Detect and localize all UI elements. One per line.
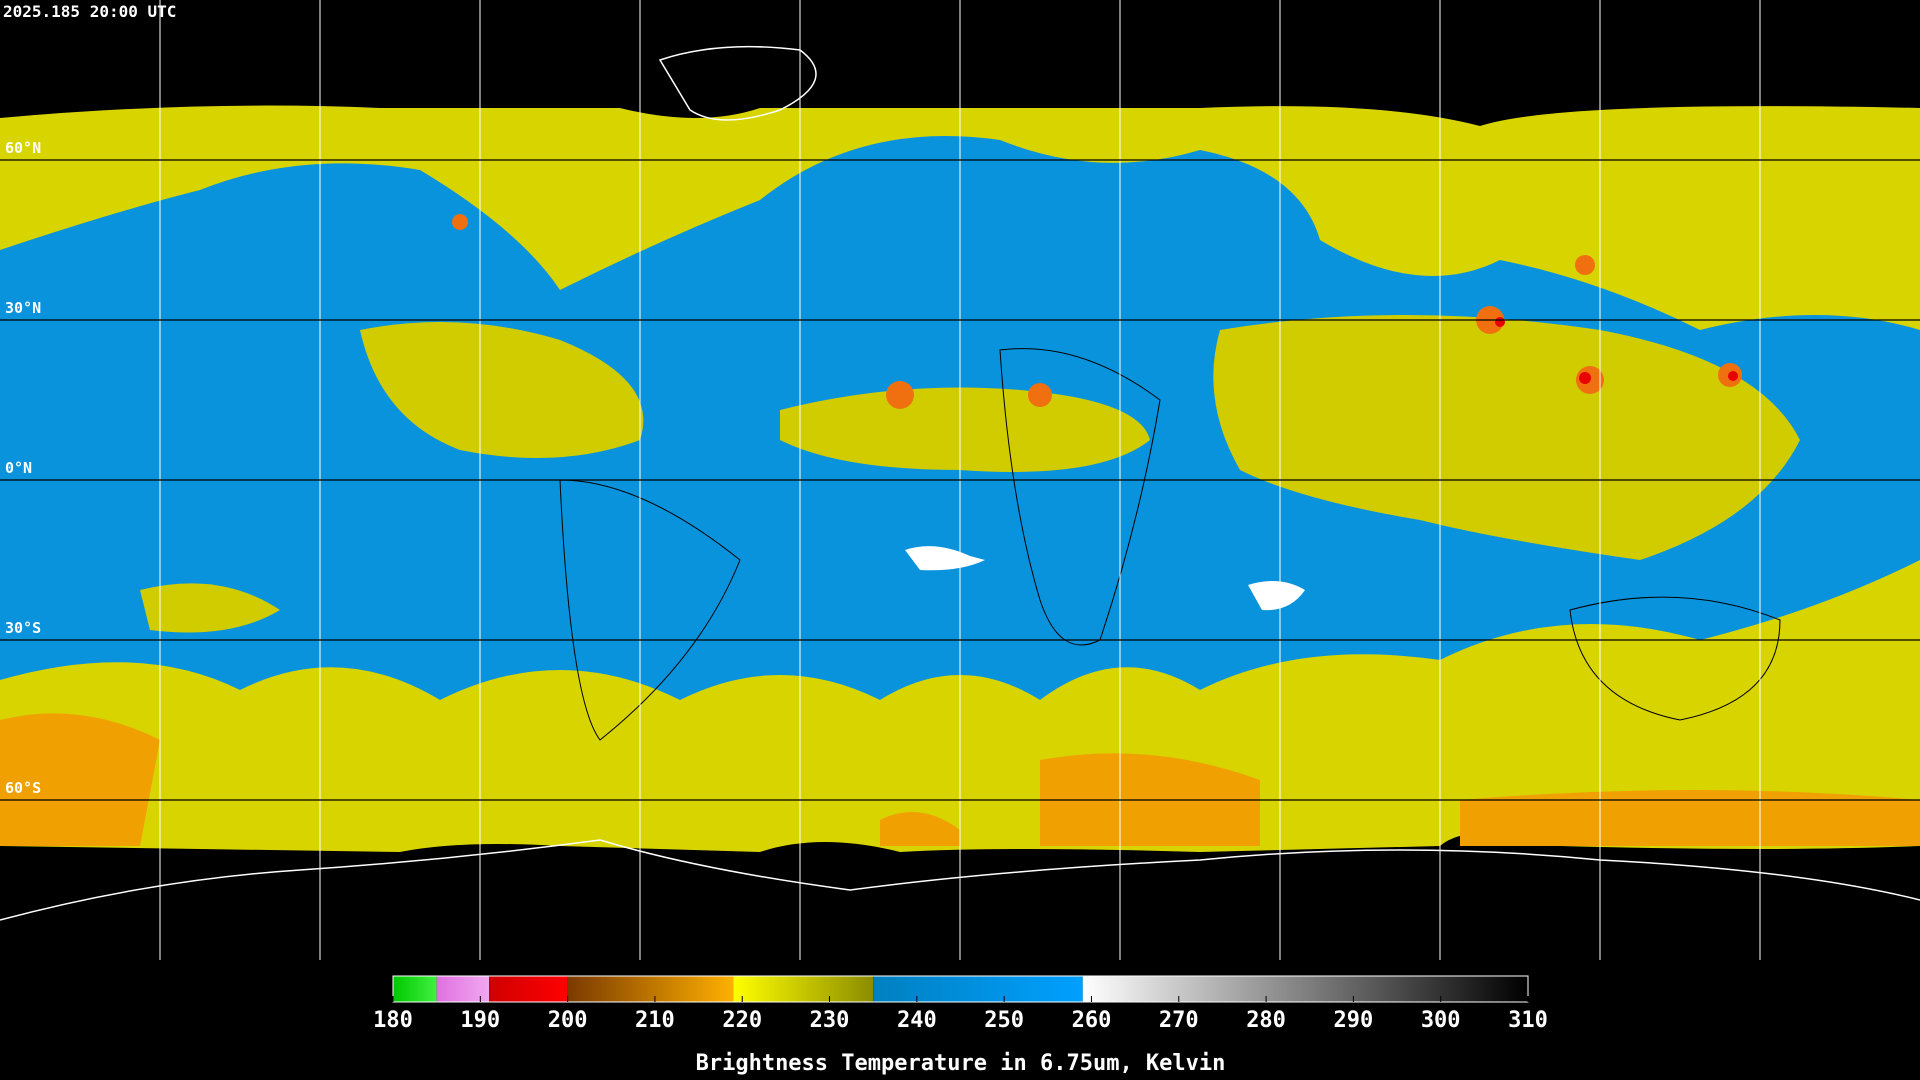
colorbar-tick-label: 230 [810,1008,850,1033]
colorbar-tick-label: 240 [897,1008,937,1033]
colorbar-segment [489,976,568,1002]
colorbar-tick-label: 210 [635,1008,675,1033]
colorbar-tick-label: 300 [1421,1008,1461,1033]
colorbar-tick-label: 310 [1508,1008,1548,1033]
cold-area [0,713,1920,846]
colorbar-tick-label: 180 [373,1008,413,1033]
timestamp: 2025.185 20:00 UTC [3,2,176,21]
latitude-label: 0°N [5,459,32,477]
moist-area [1213,315,1800,560]
latitude-label: 60°S [5,779,41,797]
colorbar-tick-label: 290 [1334,1008,1374,1033]
colorbar-segment [733,976,874,1002]
colorbar-tick-label: 250 [984,1008,1024,1033]
colorbar-tick-label: 280 [1246,1008,1286,1033]
moist-area [780,387,1150,472]
colorbar-segment [1082,976,1528,1002]
colorbar: 180 190 200 210 220 230 240 250 260 270 280 290 300 3… [373,975,1548,1076]
colorbar-tick-label: 260 [1072,1008,1112,1033]
colorbar-segment [567,976,734,1002]
colorbar-segment [393,976,437,1002]
moist-area [360,322,644,458]
colorbar-tick-label: 190 [460,1008,500,1033]
latitude-label: 30°S [5,619,41,637]
colorbar-frame [392,975,1529,1003]
colorbar-label: Brightness Temperature in 6.75um, Kelvin [696,1051,1226,1076]
graticule: 60°N 30°N 0°N 30°S 60°S [5,0,1761,960]
latitude-label: 60°N [5,139,41,157]
moist-area [140,583,280,633]
clear-sky [905,546,1305,611]
colorbar-tick-label: 200 [548,1008,588,1033]
country-borders [559,348,1781,741]
latitude-label: 30°N [5,299,41,317]
colorbar-segment [873,976,1083,1002]
colorbar-tick-label: 220 [722,1008,762,1033]
colorbar-tick-label: 270 [1159,1008,1199,1033]
colorbar-segment [436,976,490,1002]
